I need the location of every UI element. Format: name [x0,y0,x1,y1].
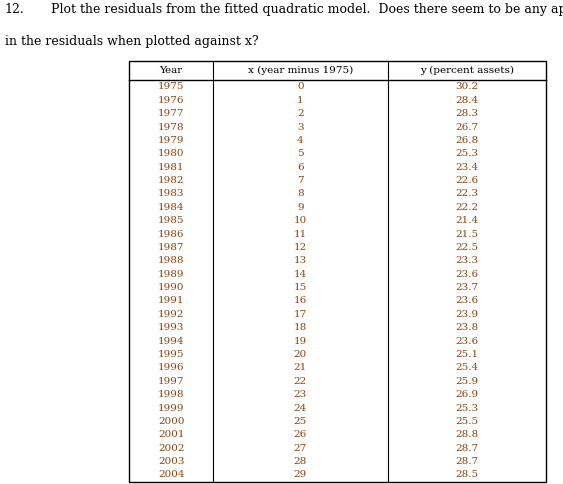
Text: 26: 26 [294,430,307,439]
Text: 12: 12 [294,243,307,252]
Text: 28.8: 28.8 [455,430,479,439]
Text: 23.6: 23.6 [455,337,479,346]
Text: 1990: 1990 [158,283,185,292]
Text: 2004: 2004 [158,470,185,479]
Text: 22.3: 22.3 [455,190,479,198]
Text: 1978: 1978 [158,122,185,132]
Text: 1985: 1985 [158,216,185,225]
Text: x (year minus 1975): x (year minus 1975) [248,66,353,75]
Text: 3: 3 [297,122,303,132]
Text: 28.4: 28.4 [455,96,479,105]
Text: 20: 20 [294,350,307,359]
Text: 25.1: 25.1 [455,350,479,359]
Text: 30.2: 30.2 [455,82,479,91]
Text: 0: 0 [297,82,303,91]
Text: 19: 19 [294,337,307,346]
Text: 1993: 1993 [158,323,185,332]
Text: 23.6: 23.6 [455,270,479,279]
Text: 4: 4 [297,136,303,145]
Text: 1979: 1979 [158,136,185,145]
Text: 2001: 2001 [158,430,185,439]
Text: 25.3: 25.3 [455,150,479,158]
Text: 27: 27 [294,444,307,453]
Text: 28.7: 28.7 [455,457,479,466]
Text: 21.5: 21.5 [455,229,479,239]
Text: 10: 10 [294,216,307,225]
Text: 1988: 1988 [158,257,185,265]
Text: 28: 28 [294,457,307,466]
Text: 5: 5 [297,150,303,158]
Text: 11: 11 [294,229,307,239]
Text: 6: 6 [297,163,303,172]
Text: 1975: 1975 [158,82,185,91]
Text: 1982: 1982 [158,176,185,185]
Text: y (percent assets): y (percent assets) [420,66,514,75]
Text: 1996: 1996 [158,363,185,372]
Text: 1984: 1984 [158,203,185,212]
Text: 1983: 1983 [158,190,185,198]
Text: 25.9: 25.9 [455,377,479,386]
Text: 2: 2 [297,109,303,118]
Text: 2000: 2000 [158,417,185,426]
Text: 23.6: 23.6 [455,297,479,305]
Text: 1976: 1976 [158,96,185,105]
Text: 28.7: 28.7 [455,444,479,453]
Text: 21: 21 [294,363,307,372]
Text: 7: 7 [297,176,303,185]
Text: 23.9: 23.9 [455,310,479,319]
Text: 1989: 1989 [158,270,185,279]
Text: 29: 29 [294,470,307,479]
Text: 1986: 1986 [158,229,185,239]
Text: 25: 25 [294,417,307,426]
Text: 12.: 12. [5,3,24,16]
Text: 1997: 1997 [158,377,185,386]
Text: 22: 22 [294,377,307,386]
Text: 1987: 1987 [158,243,185,252]
Text: 25.3: 25.3 [455,404,479,412]
Text: 14: 14 [294,270,307,279]
Text: Plot the residuals from the fitted quadratic model.  Does there seem to be any a: Plot the residuals from the fitted quadr… [51,3,563,16]
Text: 25.5: 25.5 [455,417,479,426]
Text: 1999: 1999 [158,404,185,412]
Text: 9: 9 [297,203,303,212]
Text: 23.8: 23.8 [455,323,479,332]
Text: 1994: 1994 [158,337,185,346]
Text: 1992: 1992 [158,310,185,319]
Text: 17: 17 [294,310,307,319]
Text: 1981: 1981 [158,163,185,172]
Text: 22.6: 22.6 [455,176,479,185]
Text: 16: 16 [294,297,307,305]
Text: 1980: 1980 [158,150,185,158]
Text: 13: 13 [294,257,307,265]
Text: 2002: 2002 [158,444,185,453]
Text: 1998: 1998 [158,390,185,399]
Text: 18: 18 [294,323,307,332]
Text: 25.4: 25.4 [455,363,479,372]
Text: 26.8: 26.8 [455,136,479,145]
Text: 15: 15 [294,283,307,292]
Text: 2003: 2003 [158,457,185,466]
Text: in the residuals when plotted against x?: in the residuals when plotted against x? [5,35,258,48]
Text: 26.9: 26.9 [455,390,479,399]
Text: 21.4: 21.4 [455,216,479,225]
Text: 1: 1 [297,96,303,105]
Text: 22.2: 22.2 [455,203,479,212]
Text: 28.5: 28.5 [455,470,479,479]
Text: 22.5: 22.5 [455,243,479,252]
Text: 23.4: 23.4 [455,163,479,172]
Text: 8: 8 [297,190,303,198]
Text: 23.7: 23.7 [455,283,479,292]
Text: Year: Year [159,66,183,75]
Text: 23.3: 23.3 [455,257,479,265]
Text: 1977: 1977 [158,109,185,118]
Text: 28.3: 28.3 [455,109,479,118]
Text: 1991: 1991 [158,297,185,305]
Text: 23: 23 [294,390,307,399]
Text: 24: 24 [294,404,307,412]
Text: 26.7: 26.7 [455,122,479,132]
Text: 1995: 1995 [158,350,185,359]
